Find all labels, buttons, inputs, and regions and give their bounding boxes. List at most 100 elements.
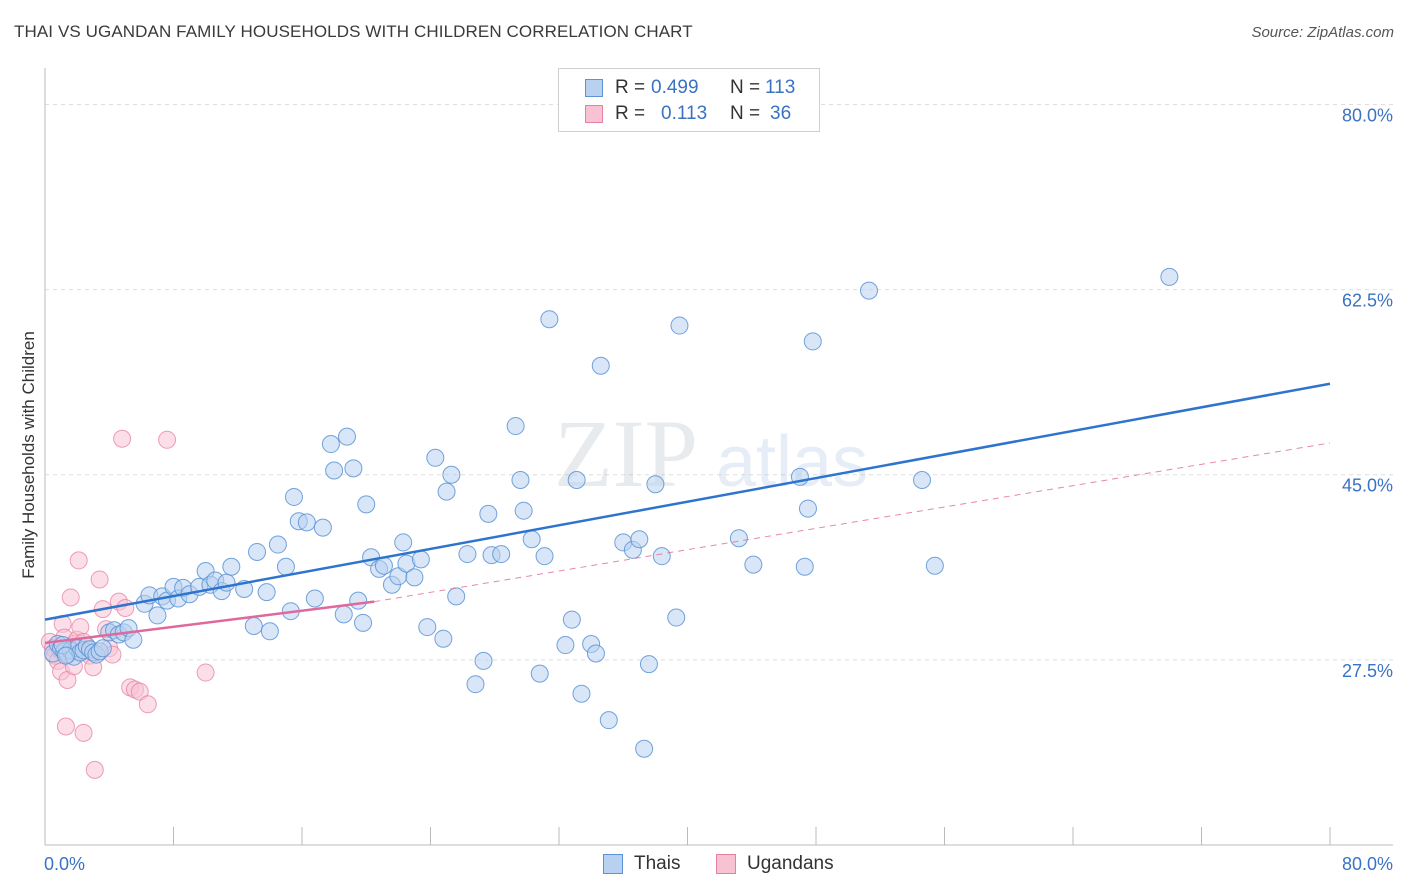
thai-point <box>442 465 461 484</box>
thai-point <box>344 459 363 478</box>
x-tick-label-max: 80.0% <box>1342 854 1393 874</box>
r-value: 0.499 <box>651 77 699 98</box>
ugandan-point <box>158 430 177 449</box>
source-label: Source: ZipAtlas.com <box>1251 24 1394 41</box>
thai-point <box>514 501 533 520</box>
chart-title: THAI VS UGANDAN FAMILY HOUSEHOLDS WITH C… <box>14 22 693 41</box>
thai-point <box>639 655 658 674</box>
y-tick-label: 27.5% <box>1342 661 1393 681</box>
thai-point <box>506 417 525 436</box>
thai-point <box>860 281 879 300</box>
thai-point <box>334 605 353 624</box>
thai-point <box>325 461 344 480</box>
thai-point <box>556 636 575 655</box>
thai-point <box>1160 267 1179 286</box>
thai-point <box>354 613 373 632</box>
n-value: 113 <box>765 77 796 98</box>
thai-point <box>567 471 586 490</box>
thai-point <box>313 518 332 537</box>
watermark-zip: ZIP <box>554 400 698 507</box>
n-value: 36 <box>770 103 792 124</box>
thai-point <box>646 475 665 494</box>
thais-trend-line <box>44 382 1331 621</box>
thai-point <box>268 535 287 554</box>
thai-point <box>357 495 376 514</box>
thai-point <box>394 533 413 552</box>
thai-point <box>913 471 932 490</box>
thai-point <box>349 591 368 610</box>
thai-point <box>244 617 263 636</box>
y-tick-label: 80.0% <box>1342 105 1393 125</box>
r-label: R = <box>615 77 646 98</box>
thai-point <box>635 739 654 758</box>
thai-point <box>434 629 453 648</box>
trend-lines <box>44 382 1331 645</box>
thai-point <box>925 556 944 575</box>
thai-point <box>222 557 241 576</box>
y-tick-label: 62.5% <box>1342 291 1393 311</box>
n-label: N = <box>730 77 761 98</box>
legend-label-ugandans: Ugandans <box>747 853 834 874</box>
thai-point <box>522 530 541 549</box>
grid-lines <box>45 103 1393 661</box>
thai-point <box>572 684 591 703</box>
thai-point <box>257 583 276 602</box>
thai-point <box>803 332 822 351</box>
ugandan-point <box>69 551 88 570</box>
ugandans-swatch <box>716 854 736 874</box>
thai-point <box>652 547 671 566</box>
thai-point <box>276 557 295 576</box>
ugandan-point <box>116 599 135 618</box>
y-tick-labels: 27.5% 45.0% 62.5% 80.0% <box>1342 105 1393 680</box>
thai-point <box>437 482 456 501</box>
thai-point <box>540 310 559 329</box>
thais-swatch <box>585 79 603 97</box>
r-label: R = <box>615 103 646 124</box>
ugandans-swatch <box>585 105 603 123</box>
ugandan-point <box>196 663 215 682</box>
thai-point <box>630 530 649 549</box>
thai-point <box>795 557 814 576</box>
ugandans-trend-extension <box>374 442 1331 603</box>
thai-point <box>458 545 477 564</box>
thai-point <box>93 639 112 658</box>
thai-point <box>562 610 581 629</box>
ugandan-point <box>85 760 104 779</box>
ugandan-point <box>138 695 157 714</box>
legend-label-thais: Thais <box>634 853 681 874</box>
thai-point <box>492 545 511 564</box>
thai-point <box>418 618 437 637</box>
thai-point <box>284 487 303 506</box>
r-value: 0.113 <box>661 103 708 124</box>
thai-point <box>586 644 605 663</box>
thai-point <box>670 316 689 335</box>
thais-swatch <box>603 854 623 874</box>
thai-point <box>405 568 424 587</box>
ugandan-point <box>130 682 149 701</box>
ugandan-point <box>90 570 109 589</box>
thai-point <box>466 675 485 694</box>
stats-legend: R = 0.499 N = 113 R = 0.113 N = 36 <box>558 68 820 132</box>
thai-point <box>321 435 340 454</box>
thai-point <box>729 529 748 548</box>
thai-point <box>479 504 498 523</box>
thai-point <box>744 555 763 574</box>
thai-point <box>248 542 267 561</box>
ugandan-point <box>74 723 93 742</box>
y-axis-label: Family Households with Children <box>19 331 38 579</box>
ugandans-trend-line <box>44 600 375 645</box>
thai-point <box>297 513 316 532</box>
thai-point <box>337 427 356 446</box>
y-tick-label: 45.0% <box>1342 476 1393 496</box>
thai-point <box>591 356 610 375</box>
thai-point <box>148 606 167 625</box>
thai-point <box>667 608 686 627</box>
ugandan-point <box>56 717 75 736</box>
thai-point <box>260 622 279 641</box>
thai-point <box>474 651 493 670</box>
thai-point <box>511 471 530 490</box>
thai-point <box>426 448 445 467</box>
axes <box>44 68 1393 846</box>
thais-points <box>44 267 1179 758</box>
